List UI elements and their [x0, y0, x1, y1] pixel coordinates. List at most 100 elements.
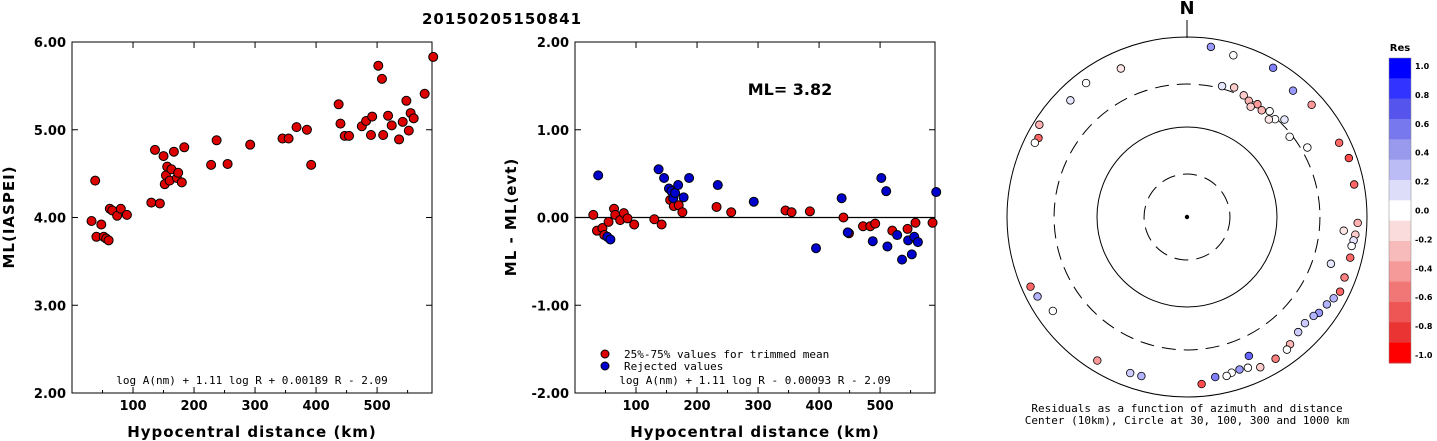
legend-marker-rejected — [600, 361, 610, 371]
station-residual-point — [1335, 287, 1345, 296]
data-point — [408, 113, 419, 124]
station-residual-point — [1329, 294, 1338, 303]
station-residual-point — [1035, 120, 1044, 129]
data-point — [811, 243, 822, 254]
station-residual-point — [1246, 102, 1255, 111]
data-point — [684, 173, 695, 184]
data-point — [603, 216, 614, 227]
station-residual-point — [1346, 253, 1355, 262]
station-residual-point — [1239, 91, 1248, 100]
y-tick-label: 5.00 — [34, 124, 66, 139]
station-residual-point — [1137, 371, 1146, 381]
data-point — [206, 159, 217, 170]
colorbar-tick-label: -0.8 — [1415, 322, 1433, 331]
data-point — [678, 192, 689, 203]
colorbar-swatch — [1389, 241, 1411, 262]
y-tick-label: 2.00 — [34, 387, 66, 402]
polar-caption-line2: Center (10km), Circle at 30, 100, 300 an… — [1025, 414, 1350, 427]
data-point — [870, 218, 881, 229]
station-residual-point — [1229, 51, 1238, 60]
station-residual-point — [1222, 371, 1231, 381]
station-residual-point — [1265, 107, 1274, 116]
data-point — [649, 214, 660, 225]
colorbar-swatch — [1389, 220, 1411, 242]
y-tick-label: 6.00 — [34, 36, 66, 51]
colorbar-swatch — [1389, 322, 1411, 344]
colorbar-swatch — [1389, 281, 1411, 303]
data-point — [804, 206, 815, 217]
data-point — [344, 130, 355, 141]
station-residual-point — [1116, 64, 1126, 73]
data-point — [176, 177, 187, 188]
colorbar-swatch — [1389, 342, 1411, 364]
colorbar-swatch — [1389, 119, 1411, 140]
data-point — [179, 142, 190, 153]
colorbar-tick-label: -0.6 — [1415, 293, 1433, 302]
station-residual-point — [1033, 292, 1042, 301]
x-tick-label: 300 — [744, 399, 771, 414]
data-point — [653, 164, 664, 175]
colorbar-tick-label: -0.2 — [1415, 235, 1433, 244]
legend-label-rejected: Rejected values — [624, 360, 723, 373]
data-point — [401, 95, 412, 106]
station-residual-point — [1217, 81, 1227, 91]
data-point — [673, 180, 684, 191]
x-tick-label: 500 — [867, 399, 894, 414]
data-point — [931, 187, 942, 198]
data-point — [245, 139, 256, 150]
station-residual-point — [1206, 42, 1216, 52]
data-point — [211, 135, 222, 146]
station-residual-point — [1288, 86, 1298, 95]
station-residual-point — [1271, 354, 1280, 363]
data-point — [283, 133, 294, 144]
data-point — [897, 254, 908, 265]
residual-vs-distance-chart: ML - ML(evt) Hypocentral distance (km) M… — [502, 36, 942, 441]
legend-marker-used — [600, 349, 610, 359]
colorbar-swatch — [1389, 200, 1411, 222]
station-residual-point — [1256, 363, 1265, 372]
data-point — [365, 130, 376, 141]
y-tick-label: -1.00 — [532, 299, 569, 314]
colorbar-tick-label: -0.4 — [1415, 264, 1433, 273]
colorbar-tick-label: 0.4 — [1415, 149, 1430, 158]
data-point — [726, 207, 737, 218]
x-axis-label: Hypocentral distance (km) — [127, 423, 377, 441]
station-residual-point — [1268, 63, 1278, 73]
data-point — [876, 173, 887, 184]
azimuth-residual-polar-chart: N Residuals as a function of azimuth and… — [1006, 0, 1433, 427]
data-point — [892, 230, 903, 241]
data-point — [912, 237, 923, 248]
station-residual-point — [1126, 368, 1135, 378]
station-residual-point — [1340, 273, 1349, 282]
station-residual-point — [1243, 363, 1253, 372]
x-axis-label: Hypocentral distance (km) — [630, 423, 880, 441]
epicenter-dot — [1184, 214, 1190, 220]
colorbar-tick-label: -1.0 — [1415, 351, 1433, 360]
data-point — [149, 144, 160, 155]
station-residual-point — [1081, 78, 1091, 88]
data-point — [867, 236, 878, 247]
station-residual-point — [1307, 100, 1316, 109]
y-tick-label: -2.00 — [532, 387, 569, 402]
data-point — [96, 219, 107, 230]
ring-100km — [1096, 126, 1278, 308]
data-point — [403, 125, 414, 136]
data-point — [906, 249, 917, 260]
magnitude-vs-distance-chart: ML(IASPEI) Hypocentral distance (km) log… — [0, 36, 439, 441]
station-residual-point — [1235, 365, 1244, 374]
x-tick-label: 200 — [683, 399, 710, 414]
colorbar-swatch — [1389, 261, 1411, 283]
legend-label-used: 25%-75% values for trimmed mean — [624, 348, 829, 361]
ring-30km — [1143, 173, 1231, 261]
data-point — [378, 130, 389, 141]
data-point — [711, 201, 722, 212]
colorbar-tick-label: 0.0 — [1415, 207, 1430, 216]
y-tick-label: 3.00 — [34, 299, 66, 314]
colorbar-tick-label: 1.0 — [1415, 62, 1430, 71]
colorbar-swatch — [1389, 180, 1411, 201]
data-point — [902, 223, 913, 234]
colorbar-swatch — [1389, 78, 1411, 100]
station-residual-point — [1347, 241, 1356, 251]
north-label: N — [1179, 0, 1194, 19]
